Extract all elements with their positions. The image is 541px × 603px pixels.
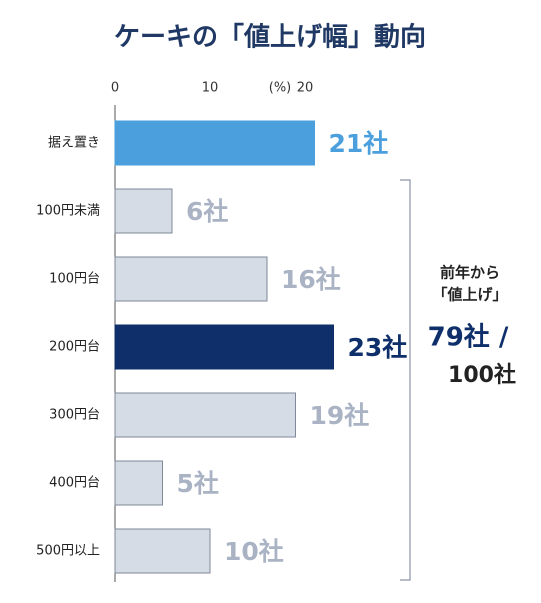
value-label: 10社 (224, 537, 284, 566)
bar (114, 188, 173, 234)
x-tick-label: 10 (202, 81, 219, 96)
bar (114, 256, 268, 302)
annotation-line: 「値上げ」 (432, 286, 507, 304)
bar (114, 324, 334, 370)
value-label: 23社 (348, 333, 408, 362)
axis-unit: (%) (269, 81, 292, 96)
y-tick-label: 400円台 (49, 476, 100, 491)
bar (114, 120, 315, 166)
annotation-total: 100社 (448, 362, 516, 388)
y-tick-label: 据え置き (48, 136, 100, 151)
y-tick-label: 100円台 (49, 272, 100, 287)
x-tick-label: 0 (111, 81, 119, 96)
bracket (400, 179, 411, 581)
chart-title: ケーキの「値上げ幅」動向 (114, 22, 426, 53)
y-tick-label: 300円台 (49, 408, 100, 423)
value-label: 16社 (281, 265, 341, 294)
value-label: 5社 (177, 469, 219, 498)
y-tick-label: 100円未満 (36, 204, 100, 219)
annotation-line: 前年から (440, 264, 500, 282)
value-label: 21社 (329, 129, 389, 158)
y-tick-label: 500円以上 (36, 544, 100, 559)
annotation-highlight: 79社 / (428, 322, 509, 353)
value-label: 19社 (310, 401, 370, 430)
bar (114, 528, 211, 574)
value-label: 6社 (186, 197, 228, 226)
y-tick-label: 200円台 (49, 340, 100, 355)
x-tick-label: 20 (297, 81, 314, 96)
bar (114, 460, 163, 506)
bar (114, 392, 296, 438)
